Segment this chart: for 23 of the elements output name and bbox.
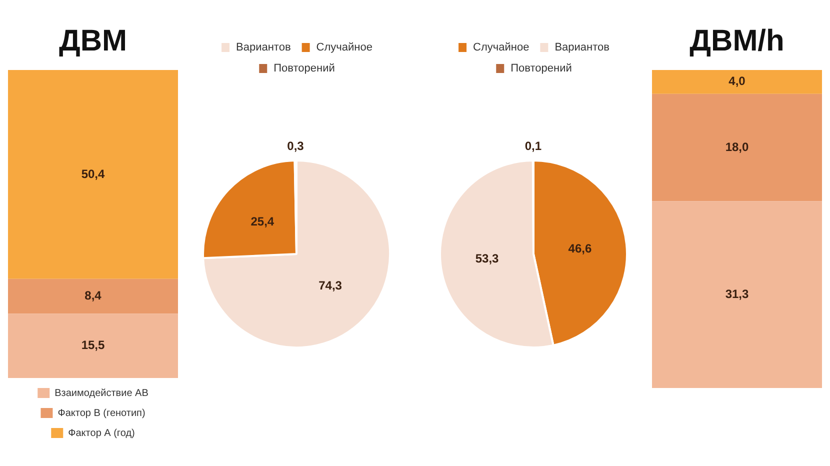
data-label: 46,6 [568, 241, 592, 256]
legend-label: Взаимодействие АВ [54, 388, 149, 399]
legend-label: Вариантов [554, 42, 610, 54]
legend-label: Фактор В (генотип) [58, 408, 146, 419]
legend-label: Повторений [274, 62, 335, 75]
data-label: 74,3 [318, 278, 342, 293]
legend-label: Повторений [510, 62, 572, 75]
data-label: 31,3 [725, 286, 749, 301]
data-label: 0,3 [287, 138, 304, 153]
data-label: 0,1 [524, 138, 542, 153]
data-label: 25,4 [250, 214, 274, 228]
chart-title: ДВМ [58, 24, 128, 58]
data-label: 50,4 [81, 166, 105, 181]
data-label: 53,3 [475, 251, 500, 266]
data-label: 4,0 [728, 74, 746, 88]
data-label: 15,5 [81, 338, 105, 352]
data-label: 18,0 [725, 140, 749, 154]
data-label: 8,4 [84, 288, 102, 303]
legend-label: Случайное [316, 42, 372, 54]
legend-label: Фактор А (год) [68, 428, 135, 439]
chart-title: ДВМ/h [690, 24, 784, 58]
legend-label: Случайное [473, 42, 530, 54]
legend-label: Вариантов [236, 42, 291, 54]
